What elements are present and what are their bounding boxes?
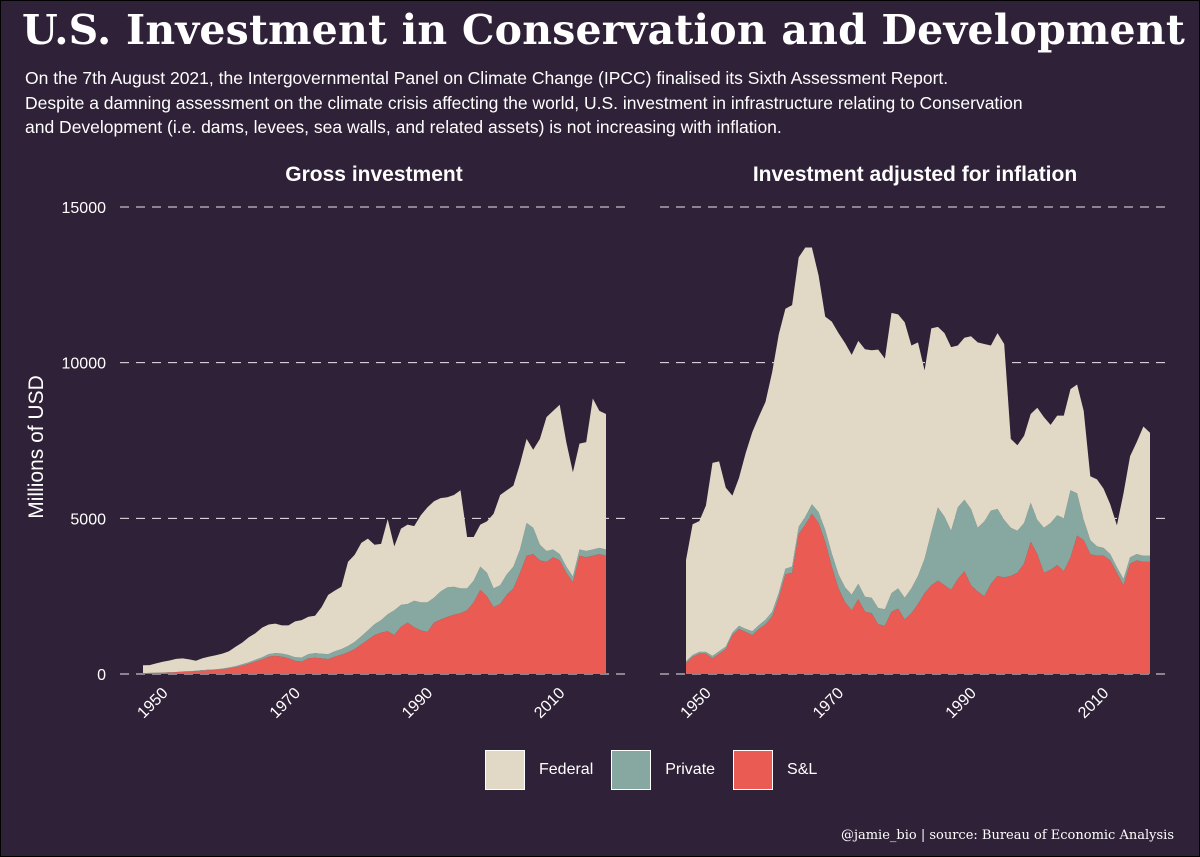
subtitle-line-3: and Development (i.e. dams, levees, sea … xyxy=(25,117,782,137)
panel-title-2: Investment adjusted for inflation xyxy=(753,163,1077,186)
legend-item-federal: Federal xyxy=(485,750,593,790)
y-tick-10000: 10000 xyxy=(62,356,107,373)
x-tick-1990: 1990 xyxy=(943,685,980,722)
area-sl xyxy=(143,554,606,674)
chart-subtitle: On the 7th August 2021, the Intergovernm… xyxy=(25,66,1185,140)
area-sl xyxy=(686,513,1150,674)
x-tick-1990: 1990 xyxy=(399,685,436,722)
legend-label-private: Private xyxy=(665,761,716,778)
x-tick-1970: 1970 xyxy=(810,685,847,722)
legend-label-sl: S&L xyxy=(787,761,818,778)
panel-title-1: Gross investment xyxy=(285,163,462,186)
x-tick-2010: 2010 xyxy=(531,685,568,722)
legend-item-sl: S&L xyxy=(733,750,817,790)
area-federal xyxy=(143,398,606,674)
panel-2: Investment adjusted for inflation 1950 197… xyxy=(660,163,1170,722)
x-tick-2010: 2010 xyxy=(1075,685,1112,722)
y-tick-5000: 5000 xyxy=(70,511,106,528)
y-tick-15000: 15000 xyxy=(62,200,107,217)
y-axis-label: Millions of USD xyxy=(25,375,48,519)
legend: Federal Private S&L xyxy=(485,748,835,792)
legend-label-federal: Federal xyxy=(539,761,594,778)
chart-title: U.S. Investment in Conservation and Deve… xyxy=(22,6,1185,54)
legend-swatch-sl xyxy=(733,750,774,790)
panel-1: Gross investment 0 5000 10000 15000 Millions … xyxy=(25,163,628,722)
area-federal xyxy=(686,247,1150,662)
source-caption: @jamie_bio | source: Bureau of Economic … xyxy=(840,828,1174,843)
subtitle-line-1: On the 7th August 2021, the Intergovernm… xyxy=(25,68,949,88)
legend-swatch-private xyxy=(611,750,652,790)
x-tick-1950: 1950 xyxy=(134,685,171,722)
legend-item-private: Private xyxy=(611,750,715,790)
x-tick-1950: 1950 xyxy=(678,685,715,722)
y-tick-0: 0 xyxy=(97,667,106,684)
x-tick-1970: 1970 xyxy=(267,685,304,722)
subtitle-line-2: Despite a damning assessment on the clim… xyxy=(25,92,1023,113)
legend-swatch-federal xyxy=(485,750,525,790)
area-private xyxy=(686,490,1150,664)
